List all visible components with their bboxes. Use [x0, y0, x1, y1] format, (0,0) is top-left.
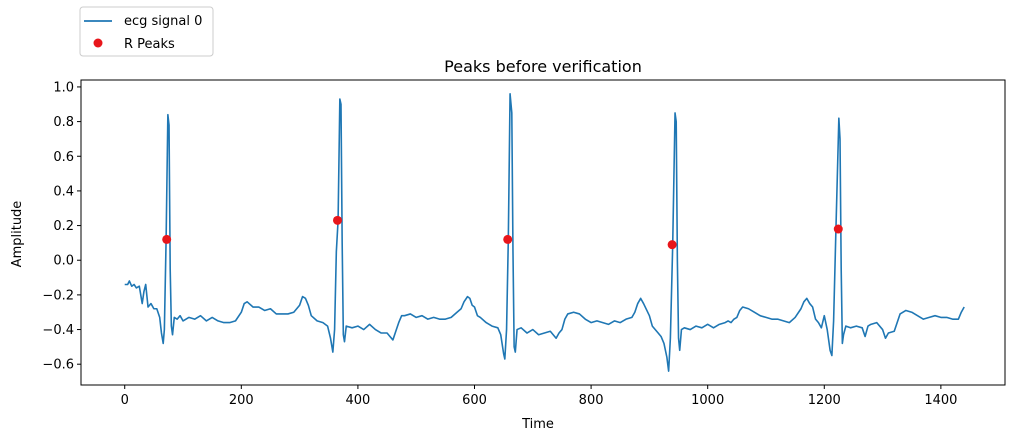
y-tick-label: 1.0	[53, 80, 74, 95]
x-tick-label: 0	[121, 393, 129, 408]
ecg-signal-line	[124, 93, 965, 372]
y-tick-label: 0.4	[53, 184, 74, 199]
legend-label-ecg-signal: ecg signal 0	[124, 14, 202, 29]
series-layer	[124, 93, 965, 372]
r-peak-point	[333, 215, 343, 225]
x-tick-label: 800	[579, 393, 604, 408]
x-tick-label: 1200	[808, 393, 841, 408]
y-tick-label: −0.4	[42, 323, 74, 338]
x-tick-label: 400	[345, 393, 370, 408]
y-tick-label: 0.2	[53, 219, 74, 234]
plot-background	[81, 80, 1005, 385]
legend-label-r-peaks: R Peaks	[124, 37, 175, 52]
r-peak-point	[162, 234, 172, 244]
x-tick-label: 200	[229, 393, 254, 408]
y-tick-label: 0.0	[53, 254, 74, 269]
y-tick-label: 0.8	[53, 115, 74, 130]
r-peak-point	[833, 224, 843, 234]
y-tick-label: 0.6	[53, 150, 74, 165]
y-axis-label: Amplitude	[10, 201, 25, 268]
x-axis-label: Time	[521, 417, 554, 432]
y-tick-label: −0.6	[42, 358, 74, 373]
x-tick-label: 600	[462, 393, 487, 408]
y-tick-label: −0.2	[42, 288, 74, 303]
x-axis-ticks: 0 200 400 600 800 1000 1200 1400	[121, 385, 957, 408]
r-peak-point	[503, 234, 513, 244]
legend-dot-swatch	[93, 38, 103, 48]
legend-box	[79, 6, 214, 57]
r-peak-point	[667, 240, 677, 250]
plot-frame	[80, 79, 1006, 386]
legend: ecg signal 0 R Peaks	[79, 6, 214, 57]
chart-title: Peaks before verification	[444, 57, 642, 76]
x-tick-label: 1000	[691, 393, 724, 408]
x-tick-label: 1400	[924, 393, 957, 408]
y-axis-ticks: −0.6 −0.4 −0.2 0.0 0.2 0.4 0.6 0.8 1.0	[42, 80, 81, 373]
